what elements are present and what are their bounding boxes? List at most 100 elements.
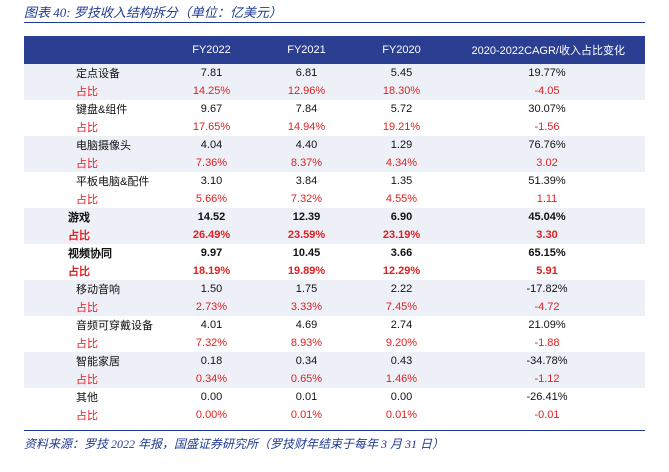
fy2020-cell: 1.35: [354, 172, 449, 190]
fy2021-cell: 23.59%: [259, 226, 354, 244]
cagr-cell: 1.11: [449, 190, 645, 208]
fy2021-cell: 10.45: [259, 244, 354, 262]
share-row: 占比 14.25% 12.96% 18.30% -4.05: [24, 82, 645, 100]
bottom-divider: [24, 430, 645, 431]
share-row: 占比 5.66% 7.32% 4.55% 1.11: [24, 190, 645, 208]
fy2020-cell: 9.20%: [354, 334, 449, 352]
cagr-cell: 5.91: [449, 262, 645, 280]
revenue-row: 电脑摄像头 4.04 4.40 1.29 76.76%: [24, 136, 645, 154]
fy2021-cell: 3.84: [259, 172, 354, 190]
revenue-row: 移动音响 1.50 1.75 2.22 -17.82%: [24, 280, 645, 298]
header-fy2020: FY2020: [354, 36, 449, 64]
header-category: [24, 36, 164, 64]
cagr-cell: 3.02: [449, 154, 645, 172]
fy2020-cell: 0.01%: [354, 406, 449, 424]
fy2022-cell: 0.18: [164, 352, 259, 370]
fy2022-cell: 18.19%: [164, 262, 259, 280]
fy2020-cell: 12.29%: [354, 262, 449, 280]
share-row: 占比 2.73% 3.33% 7.45% -4.72: [24, 298, 645, 316]
row-label: 占比: [24, 154, 164, 172]
fy2021-cell: 7.32%: [259, 190, 354, 208]
fy2022-cell: 9.97: [164, 244, 259, 262]
top-divider: [24, 22, 645, 23]
revenue-row: 平板电脑&配件 3.10 3.84 1.35 51.39%: [24, 172, 645, 190]
cagr-cell: -0.01: [449, 406, 645, 424]
fy2022-cell: 7.36%: [164, 154, 259, 172]
fy2021-cell: 14.94%: [259, 118, 354, 136]
figure-title: 图表 40: 罗技收入结构拆分（单位：亿美元）: [24, 5, 282, 20]
fy2022-cell: 1.50: [164, 280, 259, 298]
fy2021-cell: 8.37%: [259, 154, 354, 172]
row-label: 音频可穿戴设备: [24, 316, 164, 334]
fy2020-cell: 0.00: [354, 388, 449, 406]
fy2020-cell: 0.43: [354, 352, 449, 370]
fy2020-cell: 5.72: [354, 100, 449, 118]
fy2021-cell: 0.01%: [259, 406, 354, 424]
row-label: 键盘&组件: [24, 100, 164, 118]
share-row: 占比 0.00% 0.01% 0.01% -0.01: [24, 406, 645, 424]
row-label: 移动音响: [24, 280, 164, 298]
fy2020-cell: 18.30%: [354, 82, 449, 100]
fy2022-cell: 5.66%: [164, 190, 259, 208]
revenue-row: 键盘&组件 9.67 7.84 5.72 30.07%: [24, 100, 645, 118]
fy2021-cell: 8.93%: [259, 334, 354, 352]
cagr-cell: 65.15%: [449, 244, 645, 262]
row-label: 占比: [24, 370, 164, 388]
cagr-cell: -26.41%: [449, 388, 645, 406]
fy2020-cell: 1.29: [354, 136, 449, 154]
fy2021-cell: 0.01: [259, 388, 354, 406]
row-label: 占比: [24, 82, 164, 100]
cagr-cell: -4.72: [449, 298, 645, 316]
share-row: 占比 26.49% 23.59% 23.19% 3.30: [24, 226, 645, 244]
cagr-cell: 76.76%: [449, 136, 645, 154]
fy2022-cell: 4.04: [164, 136, 259, 154]
revenue-row: 其他 0.00 0.01 0.00 -26.41%: [24, 388, 645, 406]
row-label: 占比: [24, 118, 164, 136]
fy2020-cell: 5.45: [354, 64, 449, 82]
revenue-row: 游戏 14.52 12.39 6.90 45.04%: [24, 208, 645, 226]
fy2020-cell: 4.34%: [354, 154, 449, 172]
share-row: 占比 7.32% 8.93% 9.20% -1.88: [24, 334, 645, 352]
fy2020-cell: 1.46%: [354, 370, 449, 388]
fy2020-cell: 4.55%: [354, 190, 449, 208]
row-label: 占比: [24, 190, 164, 208]
row-label: 占比: [24, 226, 164, 244]
cagr-cell: -1.88: [449, 334, 645, 352]
row-label: 电脑摄像头: [24, 136, 164, 154]
cagr-cell: -4.05: [449, 82, 645, 100]
row-label: 占比: [24, 334, 164, 352]
fy2021-cell: 12.96%: [259, 82, 354, 100]
cagr-cell: 19.77%: [449, 64, 645, 82]
share-row: 占比 17.65% 14.94% 19.21% -1.56: [24, 118, 645, 136]
fy2022-cell: 0.34%: [164, 370, 259, 388]
table-body: 定点设备 7.81 6.81 5.45 19.77% 占比 14.25% 12.96% 18.3…: [24, 64, 645, 424]
fy2022-cell: 0.00%: [164, 406, 259, 424]
row-label: 智能家居: [24, 352, 164, 370]
share-row: 占比 18.19% 19.89% 12.29% 5.91: [24, 262, 645, 280]
cagr-cell: 51.39%: [449, 172, 645, 190]
cagr-cell: -1.56: [449, 118, 645, 136]
fy2020-cell: 23.19%: [354, 226, 449, 244]
fy2022-cell: 4.01: [164, 316, 259, 334]
revenue-row: 智能家居 0.18 0.34 0.43 -34.78%: [24, 352, 645, 370]
row-label: 平板电脑&配件: [24, 172, 164, 190]
cagr-cell: -1.12: [449, 370, 645, 388]
fy2022-cell: 26.49%: [164, 226, 259, 244]
fy2022-cell: 14.52: [164, 208, 259, 226]
fy2022-cell: 7.32%: [164, 334, 259, 352]
revenue-structure-table: FY2022 FY2021 FY2020 2020-2022CAGR/收入占比变…: [24, 36, 645, 424]
header-fy2021: FY2021: [259, 36, 354, 64]
share-row: 占比 0.34% 0.65% 1.46% -1.12: [24, 370, 645, 388]
fy2020-cell: 7.45%: [354, 298, 449, 316]
fy2021-cell: 4.69: [259, 316, 354, 334]
fy2022-cell: 0.00: [164, 388, 259, 406]
cagr-cell: 45.04%: [449, 208, 645, 226]
fy2020-cell: 19.21%: [354, 118, 449, 136]
row-label: 视频协同: [24, 244, 164, 262]
fy2020-cell: 6.90: [354, 208, 449, 226]
header-fy2022: FY2022: [164, 36, 259, 64]
fy2020-cell: 2.74: [354, 316, 449, 334]
cagr-cell: 21.09%: [449, 316, 645, 334]
table-header-row: FY2022 FY2021 FY2020 2020-2022CAGR/收入占比变…: [24, 36, 645, 64]
